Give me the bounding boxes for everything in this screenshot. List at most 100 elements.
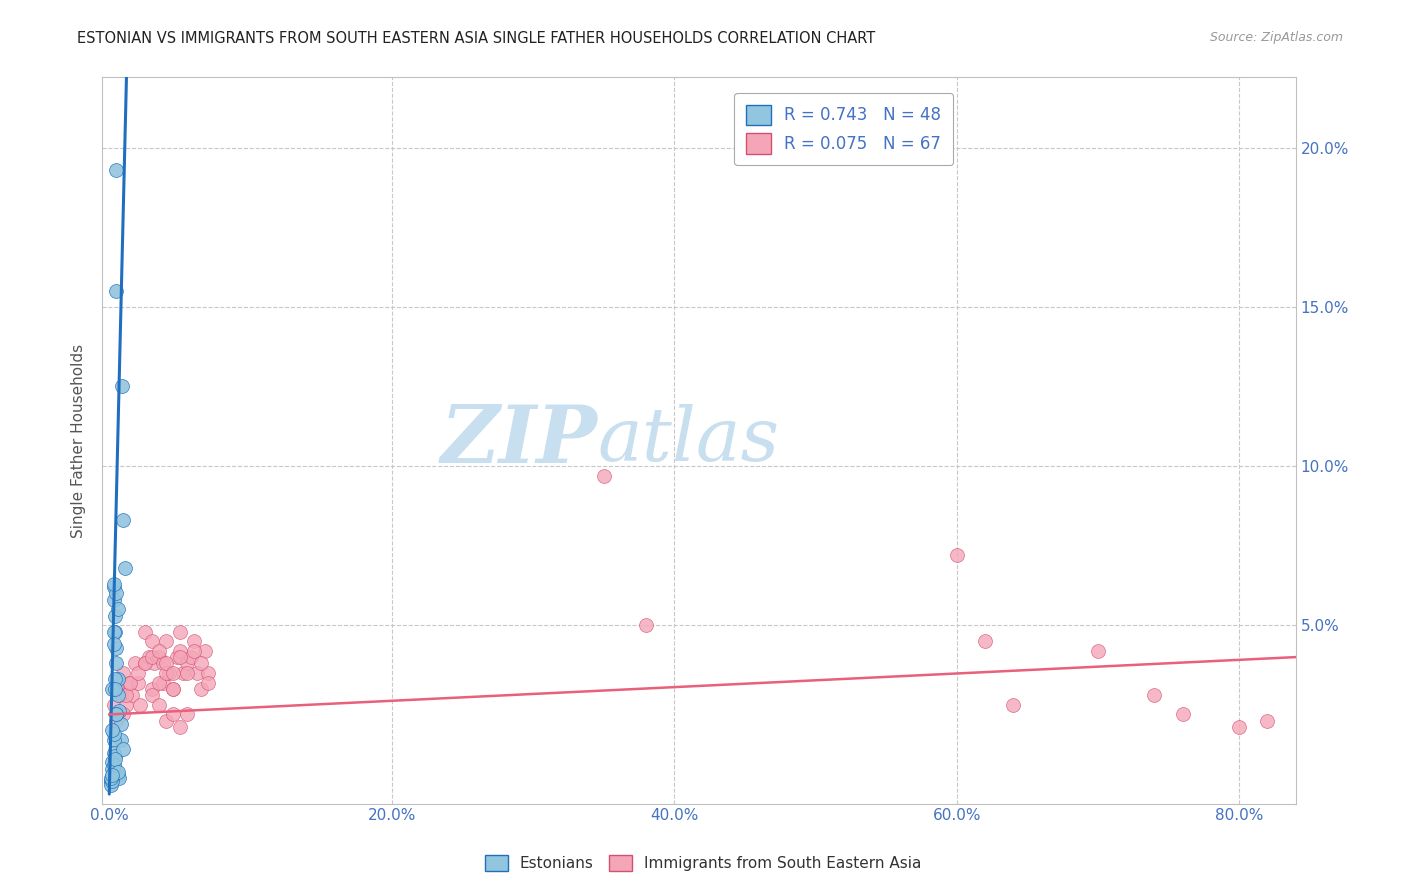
Point	[180, 650, 202, 665]
Point	[100, 774, 122, 789]
Point	[108, 771, 131, 785]
Point	[118, 675, 141, 690]
Point	[101, 681, 124, 696]
Point	[176, 707, 198, 722]
Point	[107, 689, 129, 703]
Point	[973, 634, 995, 648]
Point	[169, 650, 191, 665]
Point	[194, 644, 217, 658]
Point	[104, 608, 127, 623]
Point	[148, 650, 170, 665]
Point	[162, 707, 184, 722]
Point	[103, 577, 125, 591]
Point	[141, 650, 163, 665]
Text: Source: ZipAtlas.com: Source: ZipAtlas.com	[1209, 31, 1343, 45]
Point	[103, 768, 125, 782]
Point	[155, 634, 177, 648]
Point	[100, 777, 122, 791]
Point	[162, 681, 184, 696]
Text: ZIP: ZIP	[440, 401, 598, 479]
Point	[155, 714, 177, 728]
Text: ESTONIAN VS IMMIGRANTS FROM SOUTH EASTERN ASIA SINGLE FATHER HOUSEHOLDS CORRELAT: ESTONIAN VS IMMIGRANTS FROM SOUTH EASTER…	[77, 31, 876, 46]
Point	[162, 666, 184, 681]
Point	[138, 650, 160, 665]
Text: atlas: atlas	[598, 404, 779, 477]
Point	[105, 707, 128, 722]
Point	[1143, 689, 1166, 703]
Point	[105, 640, 128, 655]
Point	[1087, 644, 1109, 658]
Point	[148, 644, 170, 658]
Point	[114, 561, 136, 575]
Point	[103, 733, 125, 747]
Point	[104, 624, 127, 639]
Point	[108, 704, 131, 718]
Point	[143, 657, 166, 671]
Point	[107, 768, 129, 782]
Point	[112, 666, 135, 681]
Y-axis label: Single Father Households: Single Father Households	[72, 343, 86, 538]
Point	[1227, 720, 1250, 734]
Point	[101, 774, 124, 789]
Point	[110, 717, 132, 731]
Point	[115, 689, 138, 703]
Point	[129, 698, 152, 712]
Point	[127, 666, 149, 681]
Point	[190, 657, 212, 671]
Point	[104, 748, 127, 763]
Legend: R = 0.743   N = 48, R = 0.075   N = 67: R = 0.743 N = 48, R = 0.075 N = 67	[734, 93, 953, 165]
Point	[100, 774, 122, 789]
Point	[1256, 714, 1278, 728]
Point	[103, 637, 125, 651]
Point	[101, 762, 124, 776]
Point	[134, 657, 156, 671]
Point	[162, 681, 184, 696]
Point	[121, 689, 143, 703]
Point	[101, 723, 124, 738]
Point	[152, 675, 174, 690]
Point	[176, 657, 198, 671]
Point	[100, 771, 122, 785]
Legend: Estonians, Immigrants from South Eastern Asia: Estonians, Immigrants from South Eastern…	[478, 849, 928, 877]
Point	[120, 675, 142, 690]
Point	[112, 742, 135, 756]
Point	[155, 666, 177, 681]
Point	[101, 768, 124, 782]
Point	[107, 673, 129, 687]
Point	[141, 689, 163, 703]
Point	[148, 698, 170, 712]
Point	[104, 681, 127, 696]
Point	[107, 681, 129, 696]
Point	[103, 746, 125, 760]
Point	[105, 657, 128, 671]
Point	[169, 644, 191, 658]
Point	[945, 548, 967, 562]
Point	[110, 733, 132, 747]
Point	[107, 764, 129, 779]
Point	[103, 698, 125, 712]
Point	[141, 681, 163, 696]
Point	[155, 657, 177, 671]
Point	[183, 644, 205, 658]
Point	[103, 764, 125, 779]
Point	[183, 634, 205, 648]
Point	[107, 602, 129, 616]
Point	[112, 707, 135, 722]
Point	[111, 379, 134, 393]
Point	[103, 624, 125, 639]
Point	[127, 675, 149, 690]
Point	[169, 720, 191, 734]
Point	[110, 689, 132, 703]
Point	[115, 698, 138, 712]
Point	[1002, 698, 1025, 712]
Point	[197, 666, 219, 681]
Point	[134, 657, 156, 671]
Point	[141, 634, 163, 648]
Point	[105, 714, 128, 728]
Point	[169, 624, 191, 639]
Point	[1171, 707, 1194, 722]
Point	[157, 666, 180, 681]
Point	[197, 675, 219, 690]
Point	[186, 666, 208, 681]
Point	[105, 707, 128, 722]
